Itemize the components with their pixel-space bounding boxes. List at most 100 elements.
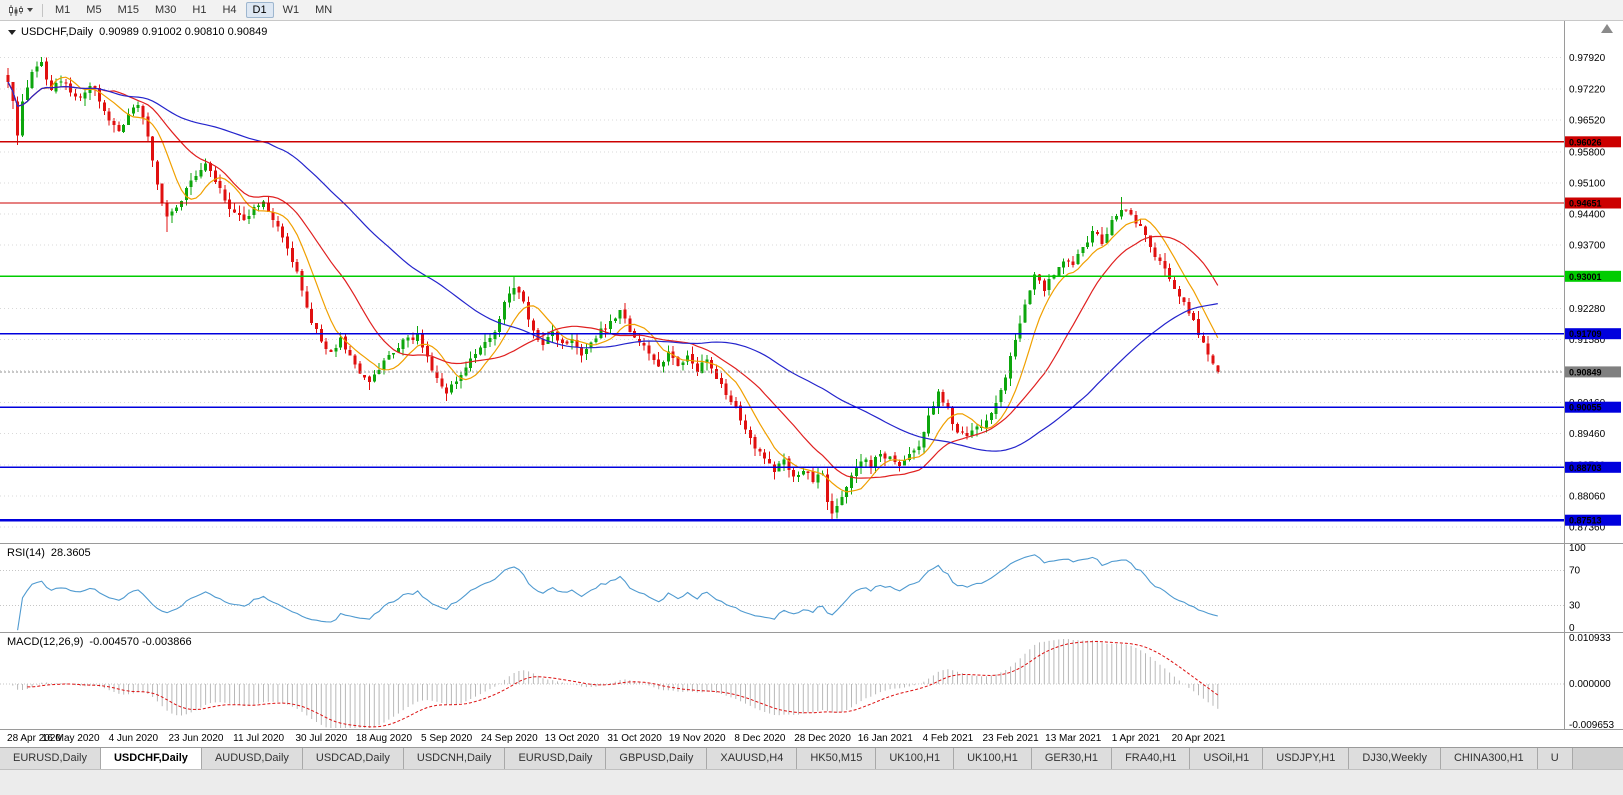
price-axis[interactable]: 0.97920 0.97220 0.96520 0.95800 0.95100 0.944… [1565,53,1621,731]
chart-tab[interactable]: GER30,H1 [1031,748,1113,769]
candle-body [1057,266,1061,276]
candle-body [6,75,10,82]
candle-body [705,359,709,363]
candle-body [1095,231,1099,234]
candle-body [888,456,892,460]
timeframe-button-d1[interactable]: D1 [245,2,274,18]
chart-tab[interactable]: UK100,H1 [954,748,1032,769]
horizontal-lines-layer[interactable] [0,141,1564,522]
timeframe-button-m30[interactable]: M30 [154,4,177,16]
chart-tab[interactable]: CHINA300,H1 [1440,748,1538,769]
candle-body [623,309,627,319]
candle-body [970,430,974,437]
timeframe-button-mn[interactable]: MN [315,4,333,16]
candle-body [127,114,130,125]
candle-body [102,102,106,111]
chart-canvas[interactable]: 0.97920 0.97220 0.96520 0.95800 0.95100 0.944… [0,21,1623,747]
candle-body [1177,289,1181,297]
candle-body [406,337,410,341]
candle-body [493,331,497,339]
indicator-levels-layer [0,569,1564,685]
candle-body [40,62,44,66]
candle-body [941,392,945,403]
chart-tab[interactable]: GBPUSD,Daily [606,748,708,769]
chart-tab[interactable]: FRA40,H1 [1112,748,1191,769]
date-label: 13 Mar 2021 [1045,733,1102,744]
candle-body [175,207,179,211]
chart-type-button[interactable] [4,3,37,18]
candle-body [864,459,868,462]
candle-body [898,461,902,466]
candle-body [1144,226,1147,235]
candle-body [401,339,405,349]
candle-body [946,403,950,407]
candle-body [541,338,545,346]
candle-body [445,387,449,394]
candle-body [416,333,420,341]
candle-body [613,318,617,321]
chart-tab[interactable]: EURUSD,Daily [0,748,101,769]
candle-body [64,82,68,84]
timeframe-button-h4[interactable]: H4 [222,4,237,16]
chart-tab[interactable]: DJ30,Weekly [1349,748,1441,769]
chart-tab[interactable]: EURUSD,Daily [505,748,607,769]
chart-tab[interactable]: USDCAD,Daily [302,748,404,769]
candlestick-chart-icon [9,4,23,16]
candle-body [300,271,304,291]
candle-body [758,449,762,452]
chart-tab[interactable]: UK100,H1 [876,748,955,769]
candle-body [922,432,926,448]
candle-body [377,369,381,374]
candle-body [1018,323,1022,339]
chart-tab[interactable]: USOil,H1 [1190,748,1264,769]
chart-tab[interactable]: U [1537,748,1573,769]
candle-body [363,374,367,378]
candle-body [1158,257,1162,261]
candle-body [1153,247,1157,258]
chart-tab[interactable]: USDCNH,Daily [403,748,506,769]
candle-body [122,125,126,133]
candle-body [869,459,873,468]
level-price-badge [1565,197,1621,209]
chart-tab[interactable]: HK50,M15 [797,748,877,769]
price-axis-label: 0.96520 [1569,115,1606,126]
date-label: 11 Jul 2020 [233,733,284,744]
candle-body [286,236,290,249]
candle-body [93,86,97,89]
candle-body [594,338,598,342]
candle-body [1047,279,1051,291]
candle-body [724,383,728,395]
candle-body [358,363,362,374]
candle-body [903,460,906,466]
level-price-badge [1565,136,1621,148]
rsi-indicator-label: RSI(14) 28.3605 [7,547,91,559]
candle-body [151,136,155,161]
price-axis-label: 0.94400 [1569,210,1606,221]
candle-body [768,459,772,464]
candle-body [295,261,299,272]
candle-body [252,207,256,215]
chart-tab[interactable]: AUDUSD,Daily [201,748,303,769]
timeframe-button-m5[interactable]: M5 [86,4,102,16]
candle-body [59,81,63,83]
chart-area[interactable]: 0.97920 0.97220 0.96520 0.95800 0.95100 0.944… [0,21,1623,747]
candle-body [806,471,810,473]
date-label: 8 Dec 2020 [734,733,786,744]
timeframe-button-m15[interactable]: M15 [117,4,139,16]
chart-tab[interactable]: USDCHF,Daily [100,748,202,769]
chart-tab[interactable]: USDJPY,H1 [1263,748,1350,769]
candle-body [642,342,646,346]
timeframe-button-w1[interactable]: W1 [282,4,300,16]
candle-body [1182,297,1186,302]
ohlc-values: 0.90989 0.91002 0.90810 0.90849 [99,26,268,38]
macd-indicator-label: MACD(12,26,9) -0.004570 -0.003866 [7,636,192,648]
chart-tab[interactable]: XAUUSD,H4 [707,748,798,769]
candle-body [1197,319,1200,335]
timeframe-button-h1[interactable]: H1 [192,4,207,16]
candle-body [1028,290,1032,304]
timeframe-button-m1[interactable]: M1 [55,4,71,16]
macd-axis-label: 0.010933 [1569,633,1611,644]
candle-body [956,424,959,433]
candle-body [782,459,786,465]
